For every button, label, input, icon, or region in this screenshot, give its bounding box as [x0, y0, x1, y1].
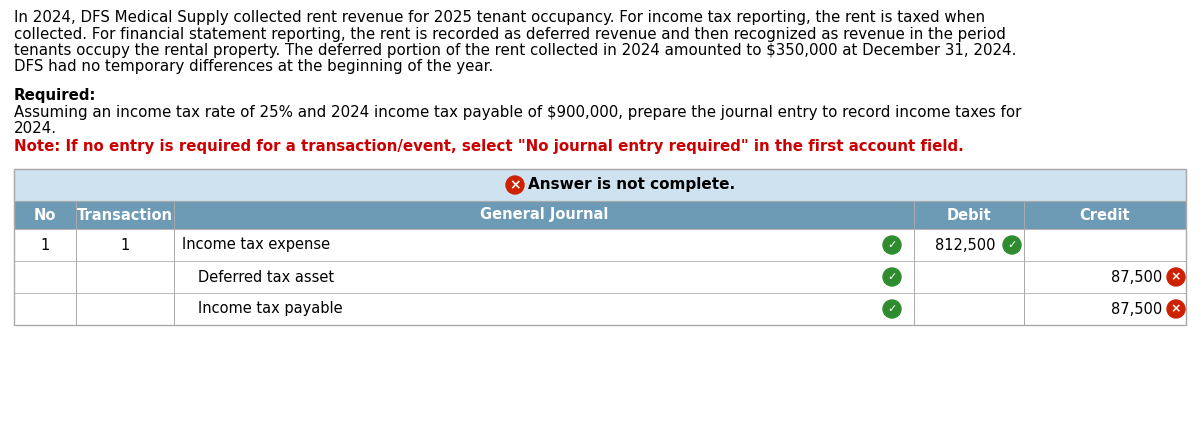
Circle shape — [883, 268, 901, 286]
Circle shape — [1003, 236, 1021, 254]
Text: ×: × — [509, 178, 521, 192]
Text: ×: × — [1171, 302, 1181, 315]
Text: Note: If no entry is required for a transaction/event, select "No journal entry : Note: If no entry is required for a tran… — [14, 139, 964, 153]
Text: No: No — [34, 207, 56, 223]
Text: collected. For financial statement reporting, the rent is recorded as deferred r: collected. For financial statement repor… — [14, 26, 1006, 42]
FancyBboxPatch shape — [14, 169, 1186, 201]
Text: 87,500: 87,500 — [1111, 301, 1162, 316]
Circle shape — [1166, 268, 1186, 286]
Text: Transaction: Transaction — [77, 207, 173, 223]
Text: tenants occupy the rental property. The deferred portion of the rent collected i: tenants occupy the rental property. The … — [14, 43, 1016, 58]
Text: Deferred tax asset: Deferred tax asset — [198, 270, 334, 285]
Text: ✓: ✓ — [887, 272, 896, 282]
Text: Required:: Required: — [14, 88, 96, 103]
Text: 812,500: 812,500 — [936, 237, 996, 253]
Circle shape — [883, 236, 901, 254]
Text: Assuming an income tax rate of 25% and 2024 income tax payable of $900,000, prep: Assuming an income tax rate of 25% and 2… — [14, 104, 1021, 120]
FancyBboxPatch shape — [14, 229, 1186, 261]
Text: ✓: ✓ — [1007, 240, 1016, 250]
Text: 1: 1 — [120, 237, 130, 253]
Circle shape — [1166, 300, 1186, 318]
Text: 87,500: 87,500 — [1111, 270, 1162, 285]
Text: Income tax expense: Income tax expense — [182, 237, 330, 253]
FancyBboxPatch shape — [14, 201, 1186, 229]
Text: In 2024, DFS Medical Supply collected rent revenue for 2025 tenant occupancy. Fo: In 2024, DFS Medical Supply collected re… — [14, 10, 985, 25]
Text: 2024.: 2024. — [14, 121, 58, 136]
FancyBboxPatch shape — [14, 293, 1186, 325]
Text: Income tax payable: Income tax payable — [198, 301, 343, 316]
Text: ✓: ✓ — [887, 304, 896, 314]
Text: Credit: Credit — [1080, 207, 1130, 223]
Circle shape — [506, 176, 524, 194]
Text: ×: × — [1171, 271, 1181, 284]
Text: DFS had no temporary differences at the beginning of the year.: DFS had no temporary differences at the … — [14, 59, 493, 75]
Text: Answer is not complete.: Answer is not complete. — [528, 178, 736, 192]
Text: Debit: Debit — [947, 207, 991, 223]
Circle shape — [883, 300, 901, 318]
FancyBboxPatch shape — [14, 261, 1186, 293]
Text: ✓: ✓ — [887, 240, 896, 250]
Text: General Journal: General Journal — [480, 207, 608, 223]
Text: 1: 1 — [41, 237, 49, 253]
